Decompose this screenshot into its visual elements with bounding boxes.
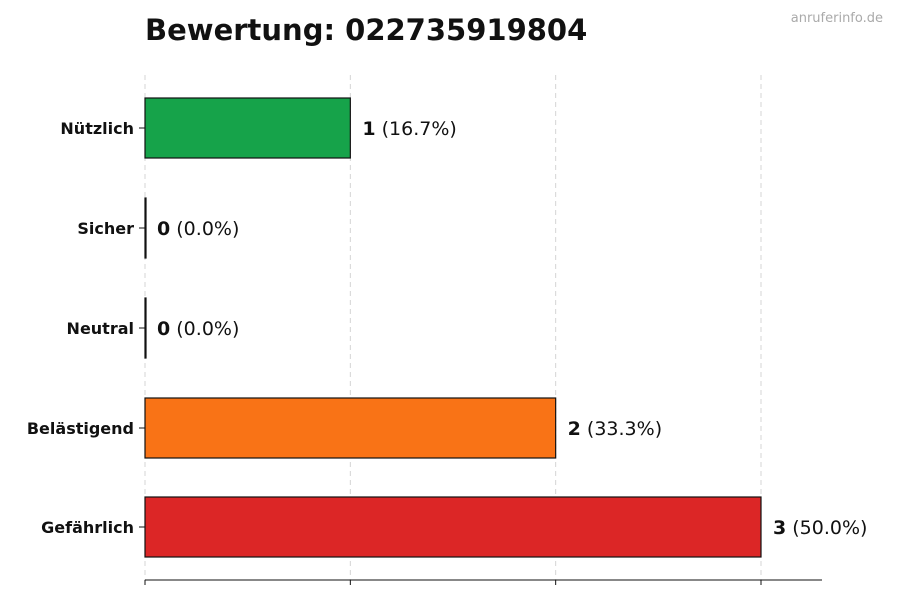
bar bbox=[144, 496, 762, 558]
value-label: 3 (50.0%) bbox=[773, 517, 867, 539]
category-label: Neutral bbox=[67, 319, 134, 338]
category-label: Nützlich bbox=[60, 119, 134, 138]
value-label: 0 (0.0%) bbox=[157, 318, 239, 340]
axes bbox=[144, 579, 822, 585]
value-label: 1 (16.7%) bbox=[362, 118, 456, 140]
category-label: Gefährlich bbox=[41, 518, 134, 537]
bar bbox=[144, 297, 147, 359]
bars-group: Nützlich 1 (16.7%) Sicher 0 (0.0%) Neutral 0 … bbox=[27, 97, 867, 558]
bar bbox=[144, 397, 557, 459]
category-label: Sicher bbox=[77, 219, 134, 238]
bar bbox=[144, 197, 147, 259]
value-label: 2 (33.3%) bbox=[568, 418, 662, 440]
chart-title: Bewertung: 022735919804 bbox=[145, 13, 587, 47]
bar bbox=[144, 97, 351, 159]
watermark: anruferinfo.de bbox=[791, 11, 883, 26]
category-label: Belästigend bbox=[27, 419, 134, 438]
value-label: 0 (0.0%) bbox=[157, 218, 239, 240]
